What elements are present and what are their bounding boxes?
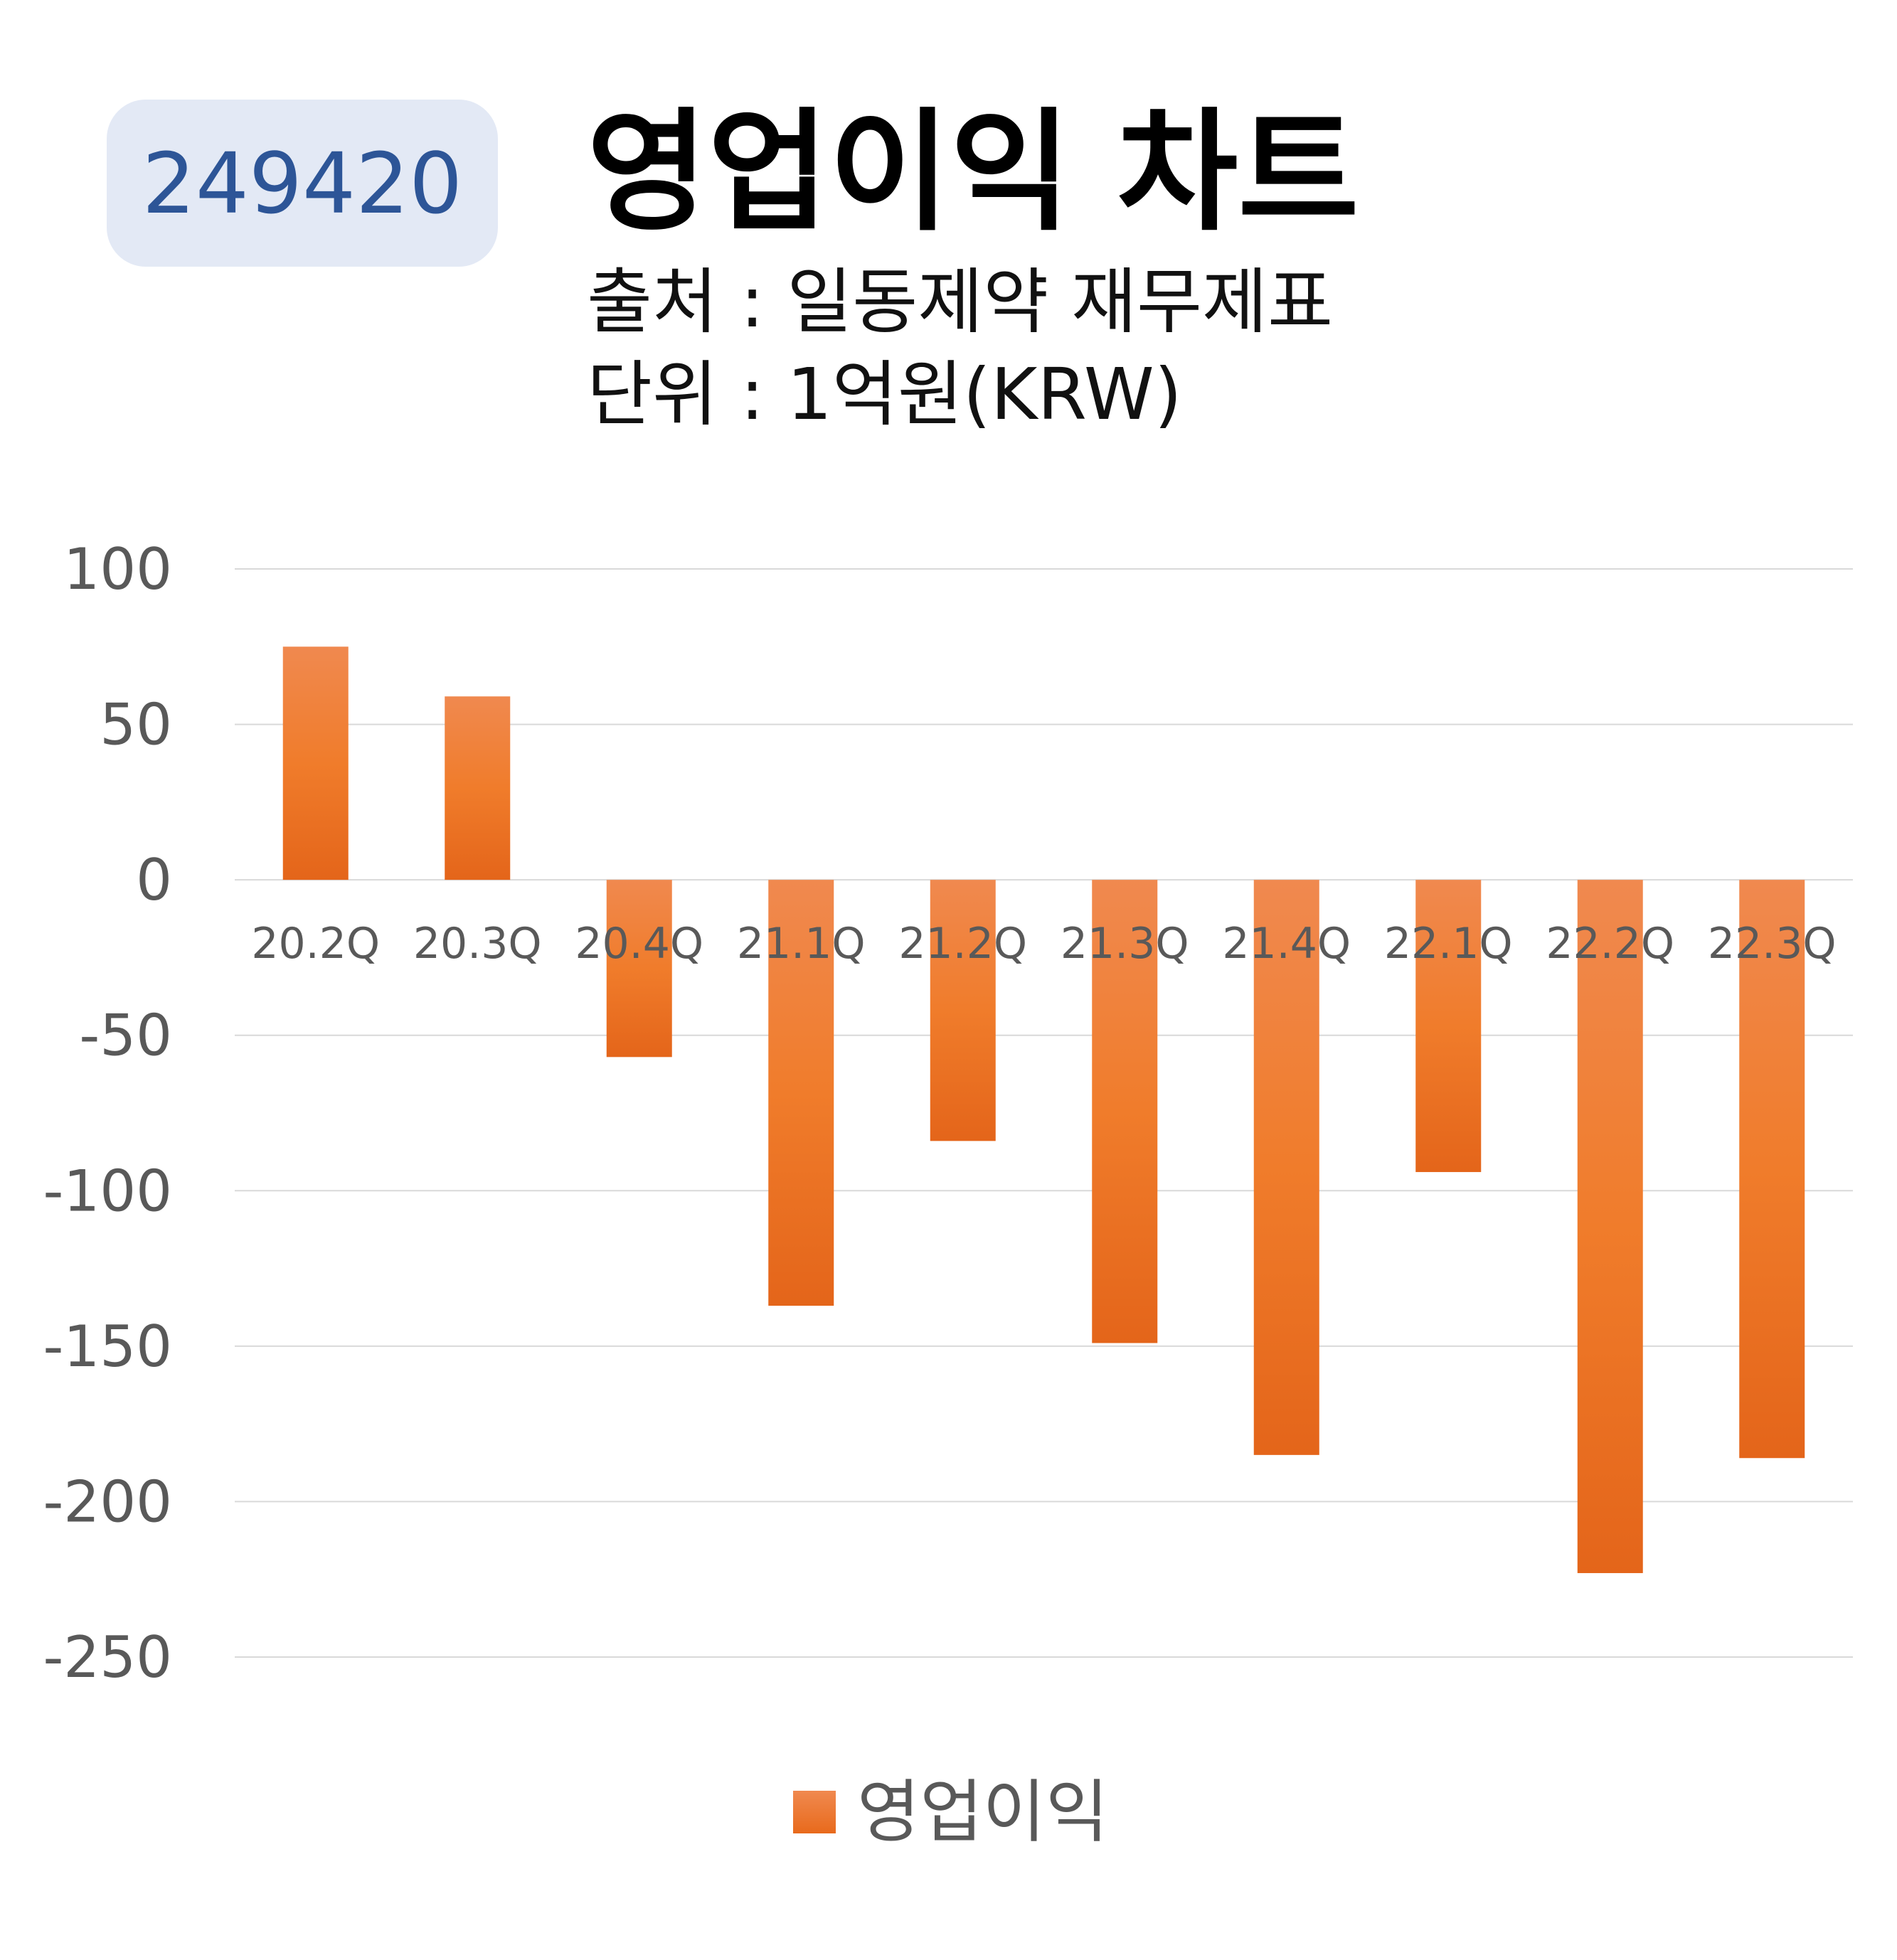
y-tick-label: -250 xyxy=(43,1624,172,1690)
y-tick-label: -200 xyxy=(43,1469,172,1535)
source-note: 출처 : 일동제약 재무제표 xyxy=(587,260,1334,343)
x-tick-label: 20.2Q xyxy=(251,919,380,969)
x-tick-label: 20.4Q xyxy=(575,919,703,969)
ticker-badge: 249420 xyxy=(107,100,498,267)
y-tick-label: 100 xyxy=(63,536,172,602)
y-tick-label: -50 xyxy=(79,1003,172,1069)
bar-20.4Q xyxy=(606,880,672,1058)
x-tick-label: 22.2Q xyxy=(1546,919,1674,969)
legend-label: 영업이익 xyxy=(857,1772,1109,1852)
y-tick-label: -150 xyxy=(43,1314,172,1380)
x-tick-label: 21.1Q xyxy=(737,919,866,969)
x-tick-label: 22.1Q xyxy=(1384,919,1513,969)
bar-21.3Q xyxy=(1092,880,1158,1343)
x-tick-label: 21.3Q xyxy=(1061,919,1189,969)
bar-21.2Q xyxy=(930,880,996,1141)
legend-swatch xyxy=(793,1791,836,1833)
x-tick-label: 21.2Q xyxy=(898,919,1027,969)
y-tick-label: 50 xyxy=(100,692,172,758)
y-tick-label: 0 xyxy=(136,847,172,913)
y-tick-label: -100 xyxy=(43,1158,172,1224)
bar-22.3Q xyxy=(1739,880,1805,1459)
x-tick-label: 22.3Q xyxy=(1708,919,1837,969)
bar-22.1Q xyxy=(1415,880,1482,1173)
x-tick-label: 21.4Q xyxy=(1222,919,1351,969)
ticker-code: 249420 xyxy=(142,134,463,233)
unit-note: 단위 : 1억원(KRW) xyxy=(587,353,1182,436)
bars xyxy=(282,646,1805,1573)
x-axis-ticks: 20.2Q 20.3Q 20.4Q 21.1Q 21.2Q 21.3Q 21.4Q 22.1Q… xyxy=(251,919,1836,969)
bar-20.2Q xyxy=(282,646,349,880)
y-axis-ticks: 100 50 0 -50 -100 -150 -200 -250 xyxy=(43,536,172,1690)
bar-21.4Q xyxy=(1253,880,1319,1455)
x-tick-label: 20.3Q xyxy=(413,919,542,969)
legend: 영업이익 xyxy=(793,1778,1108,1846)
chart-title: 영업이익 차트 xyxy=(587,95,1359,249)
bar-20.3Q xyxy=(445,696,511,880)
bar-21.1Q xyxy=(768,880,834,1306)
bar-22.2Q xyxy=(1577,880,1643,1573)
